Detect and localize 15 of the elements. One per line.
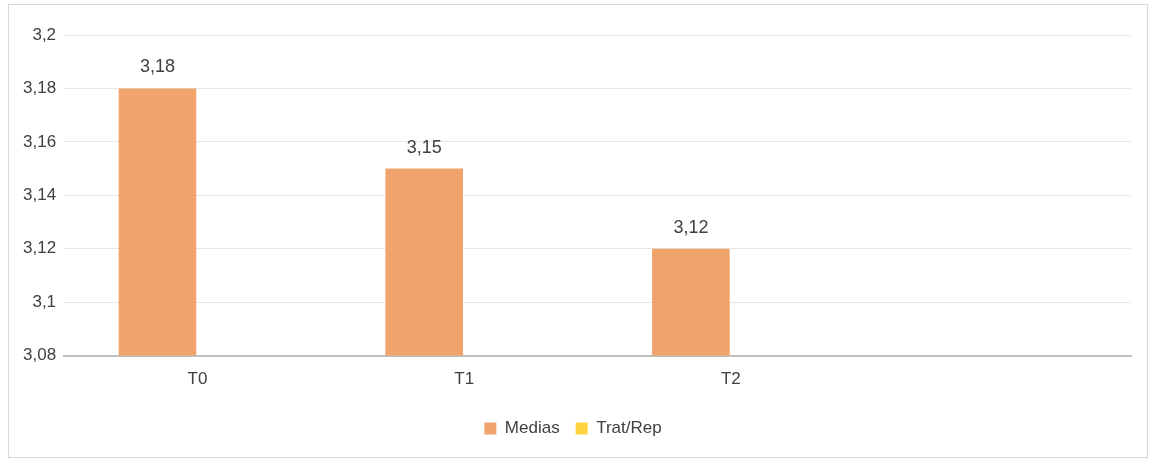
y-tick-label: 3,14 xyxy=(22,184,57,204)
y-tick-label: 3,18 xyxy=(22,78,57,98)
legend-label: Trat/Rep xyxy=(596,418,662,438)
data-label: 3,15 xyxy=(406,136,442,157)
data-label: 3,18 xyxy=(139,56,175,77)
data-label: 3,12 xyxy=(673,216,709,237)
x-tick-label: T2 xyxy=(720,369,741,389)
y-tick-label: 3,12 xyxy=(22,238,57,258)
x-tick-label: T1 xyxy=(454,369,475,389)
y-tick-label: 3,08 xyxy=(22,345,57,365)
y-tick-label: 3,16 xyxy=(22,131,57,151)
x-tick-label: T0 xyxy=(187,369,208,389)
legend-label: Medias xyxy=(504,418,560,438)
y-tick-label: 3,2 xyxy=(32,24,57,44)
y-tick-label: 3,1 xyxy=(32,291,57,311)
